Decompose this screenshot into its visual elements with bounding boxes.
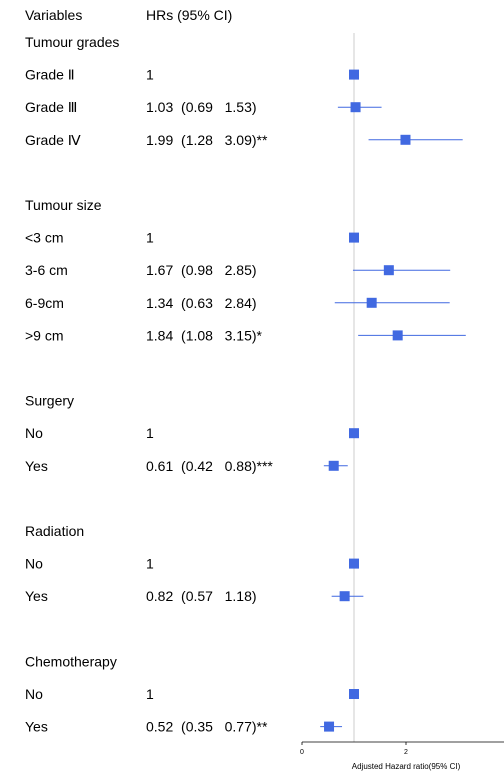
hr-marker bbox=[324, 721, 335, 732]
group-title: Tumour size bbox=[25, 197, 102, 213]
hr-marker bbox=[366, 297, 377, 308]
row-hr-ci: 0.82 (0.57 1.18) bbox=[146, 588, 257, 604]
hr-marker bbox=[392, 330, 403, 341]
row-label: 6-9cm bbox=[25, 295, 64, 311]
row-hr-ci: 1.03 (0.69 1.53) bbox=[146, 99, 257, 115]
hr-marker bbox=[349, 69, 359, 80]
row-hr-ci: 1 bbox=[146, 230, 154, 246]
group-title: Chemotherapy bbox=[25, 653, 117, 669]
forest-marks bbox=[320, 69, 466, 732]
row-label: <3 cm bbox=[25, 230, 64, 246]
header-variables: Variables bbox=[25, 7, 82, 23]
hr-marker bbox=[349, 558, 359, 569]
group-title: Radiation bbox=[25, 523, 84, 539]
group-title: Surgery bbox=[25, 393, 74, 409]
hr-marker bbox=[349, 232, 359, 243]
row-label: Yes bbox=[25, 588, 48, 604]
x-axis-label: Adjusted Hazard ratio(95% CI) bbox=[352, 762, 461, 771]
row-hr-ci: 1.84 (1.08 3.15)* bbox=[146, 327, 263, 343]
row-label: 3-6 cm bbox=[25, 262, 68, 278]
row-hr-ci: 0.52 (0.35 0.77)** bbox=[146, 719, 268, 735]
row-hr-ci: 1 bbox=[146, 556, 154, 572]
hr-marker bbox=[339, 591, 350, 602]
row-hr-ci: 0.61 (0.42 0.88)*** bbox=[146, 458, 273, 474]
row-label: No bbox=[25, 425, 43, 441]
hr-marker bbox=[350, 102, 361, 113]
row-label: Yes bbox=[25, 458, 48, 474]
hr-marker bbox=[349, 689, 359, 699]
row-label: Grade Ⅳ bbox=[25, 132, 81, 148]
row-hr-ci: 1.34 (0.63 2.84) bbox=[146, 295, 257, 311]
row-label: No bbox=[25, 556, 43, 572]
hr-marker bbox=[328, 460, 339, 471]
hr-marker bbox=[349, 428, 359, 439]
row-hr-ci: 1.99 (1.28 3.09)** bbox=[146, 132, 268, 148]
header-hr-ci: HRs (95% CI) bbox=[146, 7, 232, 23]
row-hr-ci: 1.67 (0.98 2.85) bbox=[146, 262, 257, 278]
group-title: Tumour grades bbox=[25, 34, 119, 50]
x-tick-label: 2 bbox=[404, 749, 408, 756]
row-label: Grade Ⅱ bbox=[25, 67, 75, 83]
x-tick-label: 0 bbox=[300, 749, 304, 756]
row-label: No bbox=[25, 686, 43, 702]
hr-marker bbox=[400, 134, 411, 145]
row-hr-ci: 1 bbox=[146, 425, 154, 441]
row-label: >9 cm bbox=[25, 327, 64, 343]
row-hr-ci: 1 bbox=[146, 686, 154, 702]
hr-marker bbox=[383, 265, 394, 276]
row-label: Grade Ⅲ bbox=[25, 99, 77, 115]
row-hr-ci: 1 bbox=[146, 67, 154, 83]
row-label: Yes bbox=[25, 719, 48, 735]
forest-rows: Tumour grades Grade Ⅱ 1 Grade Ⅲ 1.03 (0.69 1… bbox=[25, 34, 273, 735]
